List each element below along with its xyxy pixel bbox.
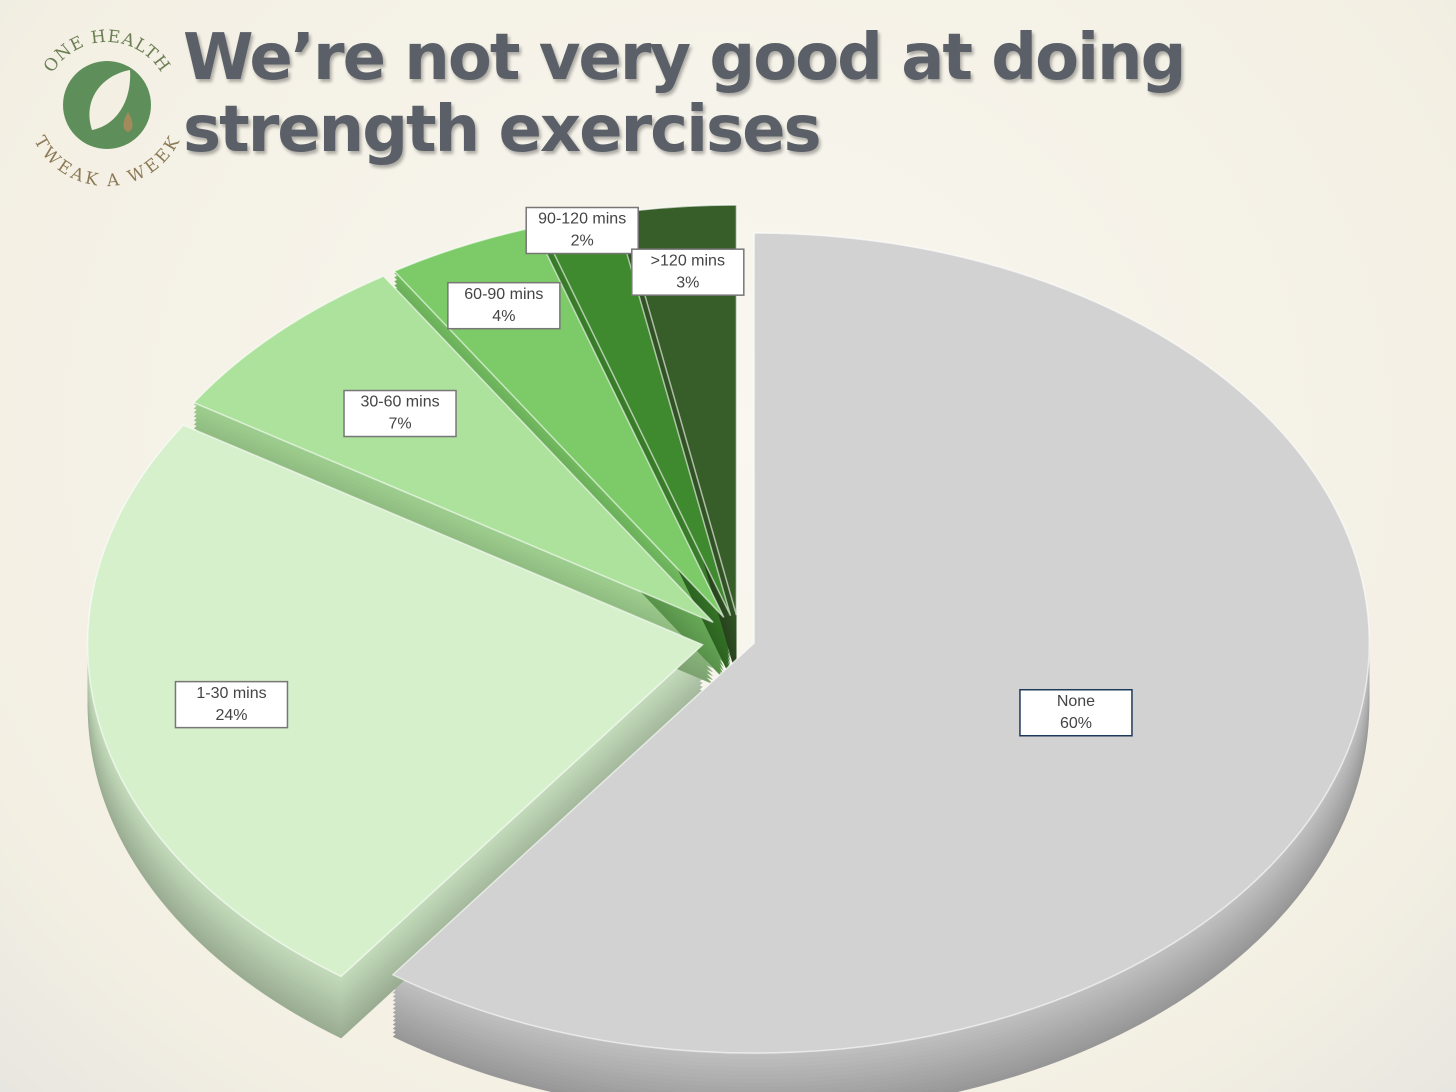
pie-slice <box>192 275 714 623</box>
label-category: >120 mins <box>651 252 725 269</box>
label-category: None <box>1057 693 1095 710</box>
label-category: 60-90 mins <box>464 286 543 303</box>
data-label: 90-120 mins 2% <box>525 206 639 255</box>
data-label: >120 mins 3% <box>631 248 745 296</box>
data-label: 1-30 mins 24% <box>174 680 289 729</box>
label-box <box>1019 688 1133 737</box>
logo-leaf <box>89 70 131 130</box>
label-box <box>631 248 745 296</box>
data-label: None 60% <box>1019 688 1133 737</box>
label-value: 7% <box>388 416 411 433</box>
label-category: 90-120 mins <box>538 211 626 228</box>
data-label: 60-90 mins 4% <box>447 281 561 330</box>
label-value: 2% <box>571 233 594 250</box>
pie-slice <box>86 424 705 978</box>
label-value: 4% <box>492 308 515 325</box>
label-box <box>447 281 561 330</box>
label-box <box>525 206 639 255</box>
label-value: 3% <box>676 274 699 291</box>
label-category: 1-30 mins <box>196 685 266 702</box>
pie-slice <box>391 232 1371 1054</box>
data-label: 30-60 mins 7% <box>343 389 457 438</box>
label-box <box>343 389 457 438</box>
logo-drop <box>123 112 133 132</box>
logo: ONE HEALTH TWEAK A WEEK <box>29 27 183 190</box>
label-box <box>174 680 289 729</box>
label-value: 24% <box>215 707 247 724</box>
label-category: 30-60 mins <box>360 394 439 411</box>
label-value: 60% <box>1060 715 1092 732</box>
chart-title: We’re not very good at doing strength ex… <box>183 21 1186 167</box>
